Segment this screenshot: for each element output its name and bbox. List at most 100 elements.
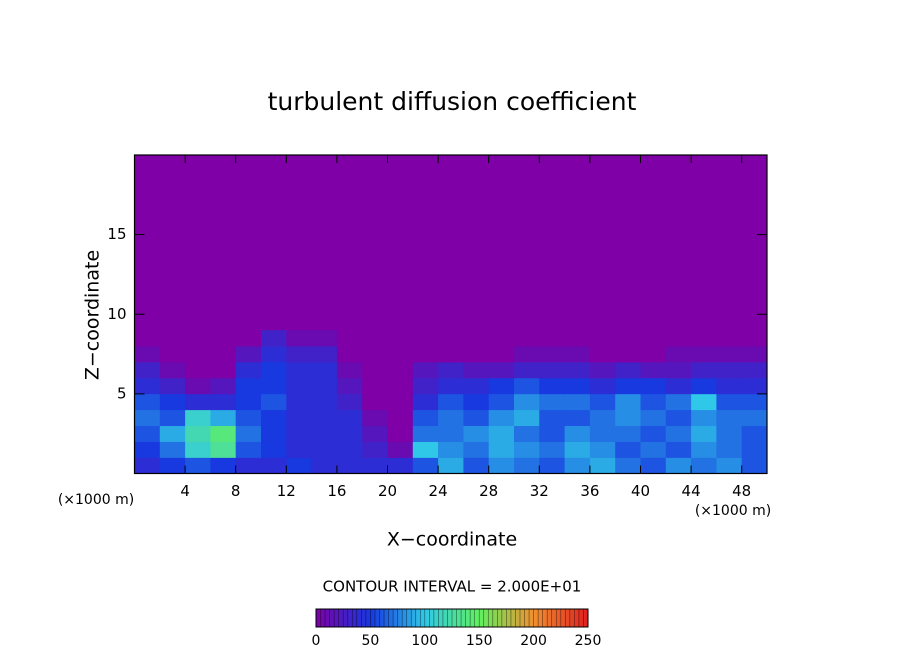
cell	[691, 425, 717, 442]
cell	[185, 441, 211, 458]
cell	[741, 409, 768, 427]
cell	[286, 377, 312, 395]
cell	[159, 362, 186, 379]
x-tick-label: 16	[327, 482, 346, 500]
cell	[514, 393, 540, 411]
cell	[463, 377, 489, 395]
cell	[514, 409, 540, 427]
cell	[514, 362, 540, 379]
cell	[589, 377, 616, 395]
cell	[488, 346, 515, 363]
cell	[261, 362, 287, 379]
cell	[261, 330, 287, 347]
cell	[564, 441, 591, 458]
cell	[615, 441, 641, 458]
cell	[159, 441, 186, 458]
cell	[564, 457, 591, 474]
cell	[134, 346, 161, 363]
cell	[741, 346, 768, 363]
cell	[286, 346, 312, 363]
cell	[589, 346, 616, 363]
cell	[463, 409, 489, 427]
cell	[665, 346, 692, 363]
colorbar-tick-label: 200	[520, 633, 547, 649]
cell	[589, 457, 616, 474]
cell	[615, 330, 641, 347]
cell	[387, 457, 414, 474]
cell	[665, 362, 692, 379]
cell	[564, 362, 591, 379]
cell	[741, 441, 768, 458]
cell	[311, 377, 338, 395]
cell	[210, 346, 236, 363]
cell	[615, 425, 641, 442]
colorbar-tick-label: 250	[575, 633, 602, 649]
y-unit: (×1000 m)	[58, 492, 134, 508]
cell	[235, 362, 262, 379]
y-tick-label: 5	[117, 384, 127, 402]
cell	[235, 409, 262, 427]
x-tick-label: 36	[580, 482, 599, 500]
cell	[412, 457, 439, 474]
cell	[134, 409, 161, 427]
cell	[488, 457, 515, 474]
cell	[589, 425, 616, 442]
cell	[261, 377, 287, 395]
cell	[640, 362, 667, 379]
cell	[210, 330, 236, 347]
cell	[134, 330, 161, 347]
cell	[589, 330, 616, 347]
cell	[438, 441, 464, 458]
cell	[336, 377, 363, 395]
cell	[336, 346, 363, 363]
cell	[438, 457, 464, 474]
cell	[311, 362, 338, 379]
cell	[691, 346, 717, 363]
cell	[336, 441, 363, 458]
cell	[336, 393, 363, 411]
cell	[615, 362, 641, 379]
cell	[564, 393, 591, 411]
cell	[210, 457, 236, 474]
cell	[210, 441, 236, 458]
cell	[488, 330, 515, 347]
cell	[286, 425, 312, 442]
cell	[665, 441, 692, 458]
cell	[589, 409, 616, 427]
cell	[514, 457, 540, 474]
cell	[615, 393, 641, 411]
cell	[185, 377, 211, 395]
cell	[387, 409, 414, 427]
cell	[159, 330, 186, 347]
cell	[438, 362, 464, 379]
cell	[665, 457, 692, 474]
cell	[589, 393, 616, 411]
cell	[412, 393, 439, 411]
cell	[159, 393, 186, 411]
cell	[463, 457, 489, 474]
cell	[412, 346, 439, 363]
cell	[463, 425, 489, 442]
cell	[311, 457, 338, 474]
cell	[691, 377, 717, 395]
x-tick-label: 48	[732, 482, 751, 500]
cell	[615, 377, 641, 395]
cell	[261, 457, 287, 474]
cell	[438, 330, 464, 347]
colorbar-tick-label: 50	[361, 633, 379, 649]
cell	[159, 377, 186, 395]
cell	[311, 441, 338, 458]
cell	[311, 425, 338, 442]
cell	[185, 393, 211, 411]
cell	[463, 441, 489, 458]
cell	[514, 441, 540, 458]
cell	[640, 377, 667, 395]
cell	[665, 409, 692, 427]
x-tick-label: 40	[631, 482, 650, 500]
cell	[488, 441, 515, 458]
cell	[261, 409, 287, 427]
cell	[261, 393, 287, 411]
x-tick-label: 32	[530, 482, 549, 500]
cell	[741, 457, 768, 474]
x-axis-label: X−coordinate	[387, 529, 517, 551]
